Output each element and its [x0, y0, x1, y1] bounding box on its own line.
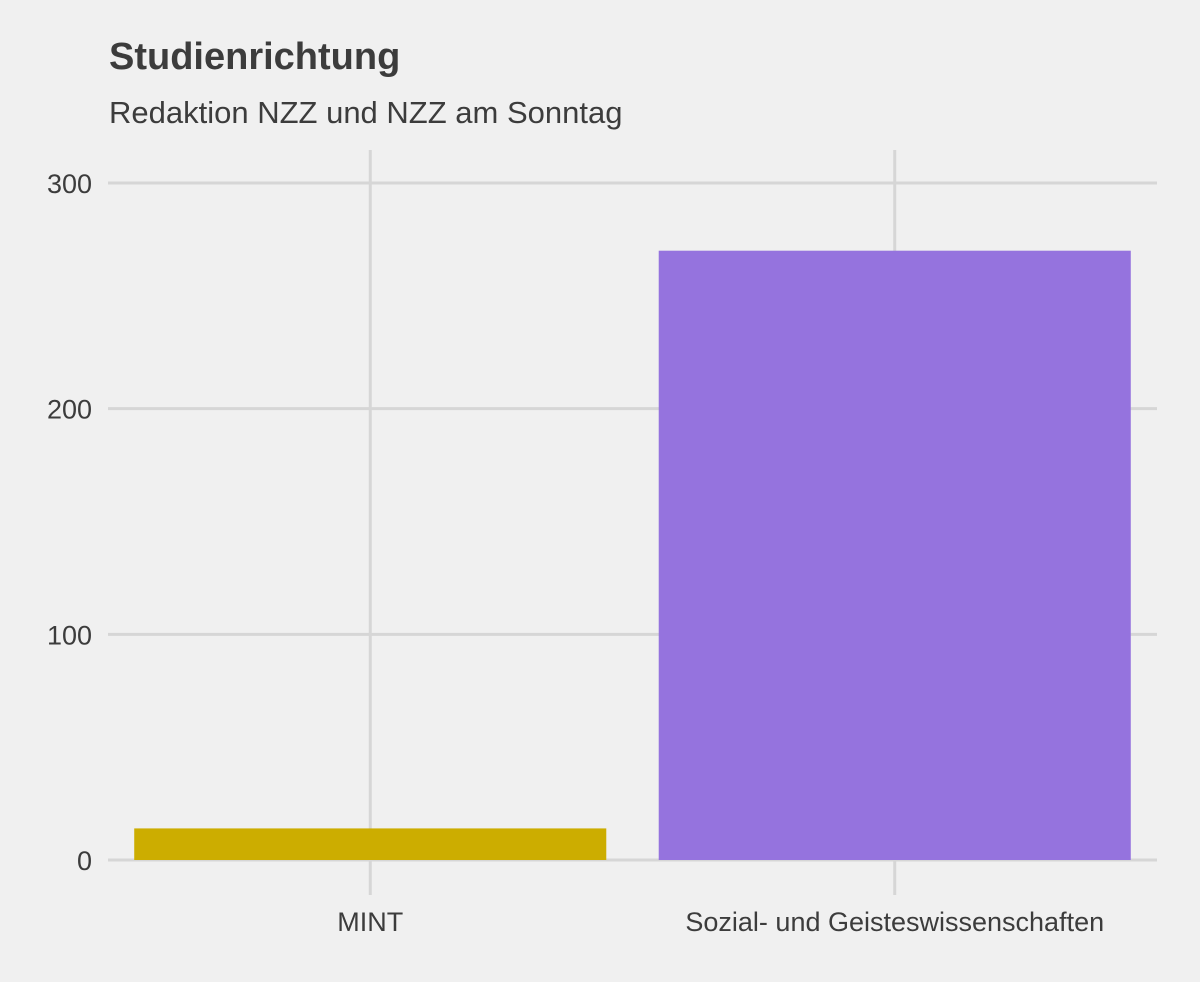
- x-tick-label-0: MINT: [337, 907, 403, 937]
- y-tick-label-300: 300: [47, 169, 92, 199]
- chart-subtitle: Redaktion NZZ und NZZ am Sonntag: [109, 95, 623, 130]
- bar-mint: [134, 828, 607, 860]
- y-tick-label-200: 200: [47, 395, 92, 425]
- y-tick-label-100: 100: [47, 620, 92, 650]
- y-tick-label-0: 0: [77, 846, 92, 876]
- x-axis-tick-labels: MINT Sozial- und Geisteswissenschaften: [337, 907, 1104, 937]
- y-axis-tick-labels: 0 100 200 300: [47, 169, 92, 876]
- x-tick-label-1: Sozial- und Geisteswissenschaften: [685, 907, 1104, 937]
- chart-title: Studienrichtung: [109, 36, 401, 78]
- bars: [134, 250, 1131, 860]
- bar-sozial-und-geisteswissenschaften: [658, 250, 1131, 860]
